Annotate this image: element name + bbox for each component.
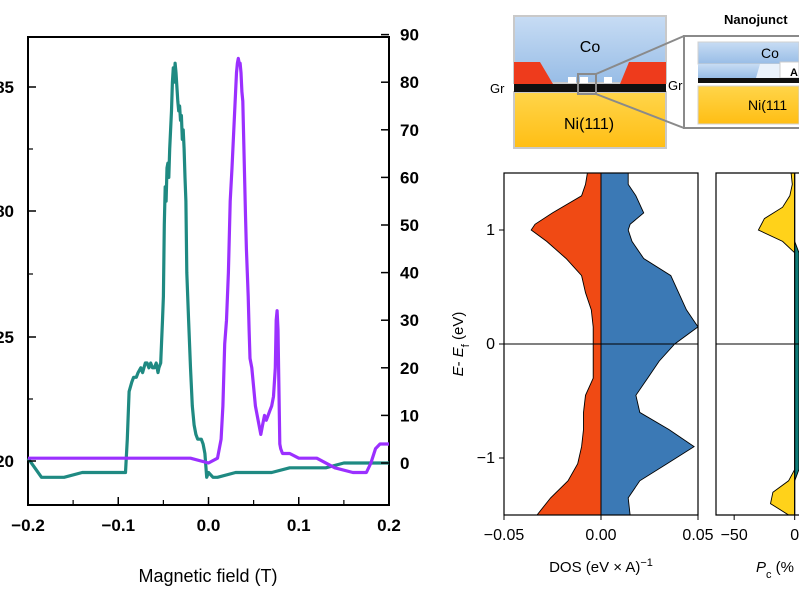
dos-y-tick-label: 0 (486, 336, 495, 353)
left-x-tick-label: 0.1 (287, 516, 311, 535)
nanopore-1 (568, 77, 576, 83)
right-y-tick-label: 30 (400, 311, 419, 330)
pc-series-group (716, 172, 799, 516)
pc-x-axis-label: Pc (% (756, 559, 794, 581)
zoom-a-label: A (790, 67, 798, 79)
dos-y-ticks: 1 0 −1 (477, 222, 504, 467)
dos-y-axis-label: E- Ef (eV) (450, 312, 472, 377)
zoom-title: Nanojunct (724, 12, 788, 27)
zoom-graphene (698, 78, 799, 83)
dos-x-tick-label: 0.00 (585, 527, 616, 544)
dos-x-tick-label: −0.05 (484, 527, 525, 544)
left-plot-frame (27, 36, 390, 506)
left-y-ticks: 85 80 25 20 (0, 78, 36, 471)
left-x-tick-label: −0.2 (11, 516, 45, 535)
dos-x-axis-label: DOS (eV × A)−1 (549, 557, 653, 576)
left-x-tick-label: 0.0 (197, 516, 221, 535)
red-spacer-right (620, 62, 666, 84)
dos-y-tick-label: −1 (477, 450, 495, 467)
dos-series-group (504, 172, 699, 516)
zoom-line-top (595, 35, 685, 75)
zoom-co-label: Co (761, 45, 779, 61)
left-x-ticks: −0.2 −0.1 0.0 0.1 0.2 (11, 497, 401, 535)
right-y-ticks: 90 80 70 60 50 40 30 20 10 0 (381, 26, 419, 473)
nanopore-2 (580, 77, 588, 83)
gr-label: Gr (490, 81, 505, 96)
zoom-ni-label: Ni(111 (748, 97, 787, 113)
ni-layer (513, 91, 667, 149)
zoom-co-layer (697, 41, 799, 65)
co-label: Co (580, 39, 601, 56)
right-y-tick-label: 10 (400, 406, 419, 425)
pc-x-tick-label: 0 (790, 527, 799, 544)
ni-label: Ni(111) (564, 116, 614, 133)
right-y-tick-label: 60 (400, 168, 419, 187)
left-series-line-1 (28, 56, 389, 475)
zoom-co-step (698, 64, 760, 78)
right-y-tick-label: 40 (400, 264, 419, 283)
right-y-tick-label: 0 (400, 454, 409, 473)
zoom-line-bottom (595, 93, 685, 129)
right-y-tick-label: 70 (400, 121, 419, 140)
pc-x-tick-label: −50 (721, 527, 748, 544)
right-y-tick-label: 80 (400, 73, 419, 92)
graphene-line (514, 84, 666, 92)
left-x-axis-label: Magnetic field (T) (138, 566, 277, 586)
left-x-tick-label: −0.1 (101, 516, 135, 535)
right-y-tick-label: 50 (400, 216, 419, 235)
pc-plot-frame (715, 172, 799, 516)
dos-x-tick-label: 0.05 (682, 527, 713, 544)
dos-series-area-0 (530, 172, 602, 516)
nanopore-3 (604, 77, 612, 83)
left-series-group (26, 56, 389, 479)
dos-chart: −0.05 0.00 0.05 1 0 −1 E- Ef (eV) DOS (eV × … (450, 172, 714, 576)
polarization-chart: −50 0 Pc (% (715, 172, 799, 581)
zoom-gr-label: Gr (668, 78, 683, 93)
left-x-tick-label: 0.2 (377, 516, 401, 535)
left-y-tick-label: 85 (0, 78, 14, 97)
dos-x-ticks: −0.05 0.00 0.05 (484, 515, 714, 544)
magnetoresistance-chart: −0.2 −0.1 0.0 0.1 0.2 85 80 25 20 90 80 70 60 50 40 3… (0, 26, 419, 586)
left-y-tick-label: 25 (0, 328, 14, 347)
red-spacer-left (514, 62, 553, 84)
left-series-line-0 (26, 61, 389, 479)
left-y-tick-label: 80 (0, 202, 14, 221)
pc-x-ticks: −50 0 (721, 515, 799, 544)
junction-schematic: Co Ni(111) Gr Nanojunct Co A Gr Ni(111 (490, 12, 799, 149)
right-y-tick-label: 20 (400, 359, 419, 378)
dos-y-tick-label: 1 (486, 222, 495, 239)
left-y-tick-label: 20 (0, 452, 14, 471)
zoom-ni-layer (697, 85, 799, 125)
zoom-box (577, 73, 597, 95)
right-y-tick-label: 90 (400, 26, 419, 45)
